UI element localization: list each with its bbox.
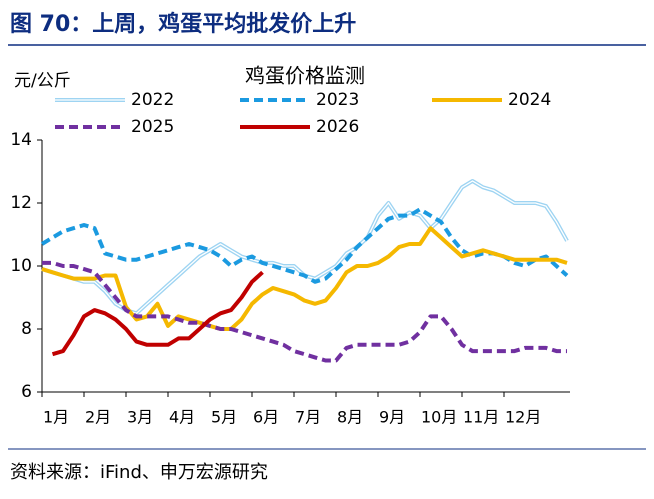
- x-tick-label: 12月: [505, 408, 541, 427]
- y-tick-label: 8: [21, 319, 32, 339]
- y-tick-label: 10: [10, 256, 32, 276]
- y-axis-label: 元/公斤: [14, 71, 71, 91]
- x-tick-label: 3月: [127, 408, 153, 427]
- legend-label: 2025: [131, 117, 174, 137]
- series-line: [51, 270, 264, 357]
- y-tick-label: 14: [10, 130, 32, 150]
- x-tick-label: 5月: [211, 408, 237, 427]
- series-line: [40, 207, 569, 284]
- x-tick-label: 11月: [463, 408, 499, 427]
- x-tick-label: 2月: [85, 408, 111, 427]
- x-tick-label: 8月: [337, 408, 363, 427]
- chart-title: 鸡蛋价格监测: [245, 64, 365, 88]
- x-tick-label: 7月: [295, 408, 321, 427]
- legend-label: 2024: [508, 90, 551, 110]
- source-note: 资料来源：iFind、申万宏源研究: [10, 462, 268, 483]
- x-tick-label: 1月: [43, 408, 69, 427]
- y-tick-label: 6: [21, 382, 32, 402]
- x-tick-label: 10月: [421, 408, 457, 427]
- x-tick-label: 9月: [379, 408, 405, 427]
- legend-label: 2022: [131, 90, 174, 110]
- y-tick-label: 12: [10, 193, 32, 213]
- x-tick-label: 6月: [253, 408, 279, 427]
- series-line: [41, 226, 568, 331]
- legend-label: 2026: [316, 117, 359, 137]
- legend-label: 2023: [316, 90, 359, 110]
- page-title: 图 70：上周，鸡蛋平均批发价上升: [10, 11, 356, 37]
- x-tick-label: 4月: [169, 408, 195, 427]
